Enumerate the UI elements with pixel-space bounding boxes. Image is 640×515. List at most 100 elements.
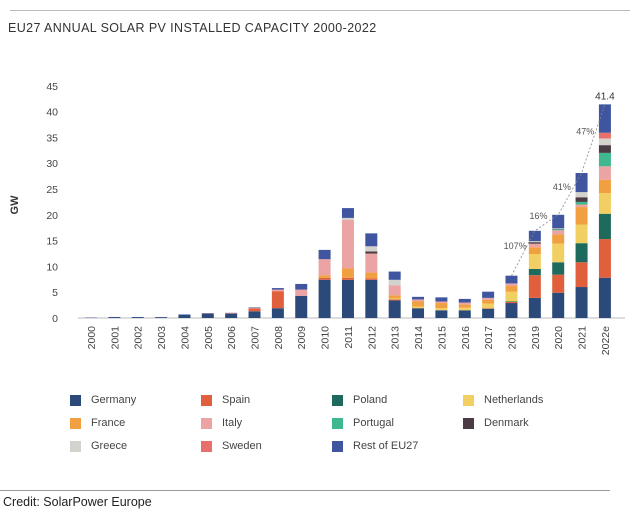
x-tick-label: 2007 [250,326,262,350]
bar-segment-germany [388,300,401,318]
x-tick-label: 2016 [460,326,472,350]
bar-segment-rest-of-eu27 [552,214,565,229]
bar-segment-denmark [575,197,588,202]
bar-segment-netherlands [482,303,495,309]
bar-segment-germany [412,308,425,318]
bar-segment-spain [365,278,378,280]
credit-text: Credit: SolarPower Europe [3,495,152,509]
legend-label: Poland [353,394,388,406]
bar-segment-germany [248,311,261,318]
bar-segment-rest-of-eu27 [528,230,541,242]
x-tick-label: 2020 [553,326,565,350]
legend-label: Spain [222,394,251,406]
bar-segment-rest-of-eu27 [248,307,261,308]
y-tick-label: 35 [46,132,58,144]
top-rule [10,10,630,11]
legend-swatch [332,394,343,406]
bar-segment-italy [552,230,565,235]
growth-annotation: 47% [576,127,594,137]
bar-segment-netherlands [458,307,471,311]
bar-segment-netherlands [435,308,448,311]
bar-segment-germany [505,303,518,318]
bar-segment-rest-of-eu27 [598,104,611,133]
bar-segment-rest-of-eu27 [341,208,354,218]
legend-swatch [70,394,81,406]
bar-segment-rest-of-eu27 [388,271,401,280]
bar-segment-france [575,207,588,225]
bar-segment-spain [505,302,518,304]
bar-segment-spain [598,239,611,278]
bar-segment-rest-of-eu27 [575,173,588,193]
bar-segment-germany [552,292,565,318]
legend-item: Italy [201,417,242,429]
bar-segment-rest-of-eu27 [131,316,144,318]
legend-item: Germany [70,394,136,406]
bar-segment-spain [552,274,565,293]
legend-swatch [201,417,212,429]
bar-segment-rest-of-eu27 [295,283,308,290]
bar-segment-spain [575,262,588,288]
total-label: 41.4 [595,91,615,102]
bar-segment-netherlands [598,193,611,214]
bar-segment-germany [365,279,378,318]
bar-segment-netherlands [505,291,518,302]
bar-segment-italy [271,289,284,292]
bar-segment-germany [225,313,238,318]
bar-segment-greece [341,217,354,220]
bar-segment-rest-of-eu27 [365,233,378,247]
x-tick-label: 2012 [366,326,378,350]
bar-segment-france [505,286,518,292]
bar-segment-denmark [598,145,611,153]
legend-label: Rest of EU27 [353,440,419,452]
legend-item: Portugal [332,417,394,429]
bar-segment-rest-of-eu27 [318,249,331,260]
bar-segment-greece [598,138,611,146]
x-tick-label: 2003 [156,326,168,350]
bar-segment-netherlands [412,306,425,309]
legend-label: Denmark [484,417,529,429]
bar-segment-rest-of-eu27 [178,314,191,315]
legend-label: Netherlands [484,394,544,406]
bar-segment-italy [341,219,354,269]
y-tick-label: 15 [46,236,58,248]
bar-segment-germany [435,310,448,318]
y-tick-label: 0 [52,313,58,325]
bar-segment-sweden [598,132,611,139]
x-tick-label: 2014 [413,326,425,350]
y-tick-label: 20 [46,210,58,222]
legend-swatch [70,440,81,452]
bar-segment-germany [201,313,214,318]
bar-segment-portugal [598,152,611,167]
bar-segment-germany [131,317,144,318]
y-tick-label: 30 [46,158,58,170]
bar-segment-germany [598,277,611,318]
x-tick-label: 2005 [203,326,215,350]
bar-segment-france [412,301,425,307]
bar-segment-germany [458,310,471,318]
bar-segment-germany [482,308,495,318]
bar-segment-greece [575,192,588,198]
bar-segment-italy [365,253,378,273]
bar-segment-italy [598,166,611,180]
legend-item: France [70,417,125,429]
bar-segment-poland [552,262,565,275]
x-tick-label: 2002 [133,326,145,350]
x-tick-label: 2013 [390,326,402,350]
y-tick-label: 10 [46,261,58,273]
bar-segment-italy [505,283,518,287]
bar-segment-denmark [552,228,565,230]
bar-segment-germany [155,317,168,318]
bar-segment-france [365,272,378,279]
bar-segment-rest-of-eu27 [482,291,495,298]
legend-swatch [463,394,474,406]
bar-segment-france [388,295,401,299]
legend-label: Greece [91,440,128,452]
bar-segment-france [528,247,541,255]
x-tick-label: 2011 [343,326,355,349]
x-tick-label: 2010 [320,326,332,350]
bar-segment-italy [575,204,588,208]
bar-segment-france [435,303,448,309]
legend-item: Netherlands [463,394,543,406]
bar-segment-rest-of-eu27 [458,298,471,303]
